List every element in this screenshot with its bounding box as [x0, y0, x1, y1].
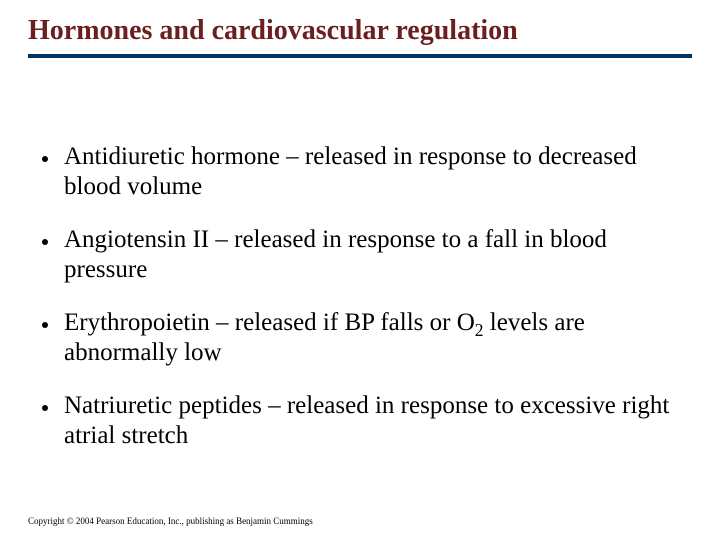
bullet-dot — [42, 156, 48, 162]
list-item: Erythropoietin – released if BP falls or… — [40, 308, 682, 369]
title-underline — [28, 54, 692, 58]
slide-container: Hormones and cardiovascular regulation A… — [0, 0, 720, 540]
bullet-dot — [42, 405, 48, 411]
list-item: Natriuretic peptides – released in respo… — [40, 391, 682, 452]
bullet-text: Erythropoietin – released if BP falls or… — [64, 308, 682, 369]
bullet-dot — [42, 322, 48, 328]
bullet-list: Antidiuretic hormone – released in respo… — [28, 142, 692, 452]
list-item: Antidiuretic hormone – released in respo… — [40, 142, 682, 203]
bullet-text: Natriuretic peptides – released in respo… — [64, 391, 682, 452]
slide-title: Hormones and cardiovascular regulation — [28, 14, 692, 48]
list-item: Angiotensin II – released in response to… — [40, 225, 682, 286]
bullet-text: Antidiuretic hormone – released in respo… — [64, 142, 682, 203]
bullet-text: Angiotensin II – released in response to… — [64, 225, 682, 286]
copyright-text: Copyright © 2004 Pearson Education, Inc.… — [28, 516, 313, 526]
bullet-dot — [42, 239, 48, 245]
